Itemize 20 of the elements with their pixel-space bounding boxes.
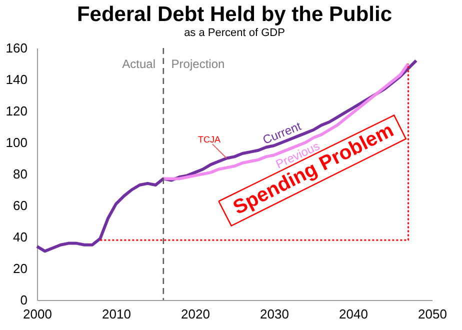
y-tick-label: 140 [6,72,28,87]
y-tick-label: 40 [13,230,28,244]
x-tick-label: 2010 [102,306,131,322]
x-tick-label: 2030 [260,306,289,322]
annotation: Actual [122,56,156,71]
y-tick-label: 80 [13,166,28,182]
annotation: TCJA [198,134,220,144]
x-tick-label: 2000 [23,306,52,322]
y-tick-label: 120 [6,104,28,118]
annotation: Projection [171,56,225,71]
x-tick-label: 2040 [339,306,368,322]
y-tick-label: 160 [6,40,28,56]
y-tick-label: 20 [13,261,28,276]
y-tick-label: 60 [13,198,28,213]
x-tick-label: 2020 [181,306,210,322]
y-tick-label: 0 [20,292,28,308]
x-tick-label: 2050 [418,306,447,322]
chart-subtitle: as a Percent of GDP [184,27,285,39]
y-tick-label: 100 [6,135,28,150]
chart-title: Federal Debt Held by the Public [76,3,392,26]
